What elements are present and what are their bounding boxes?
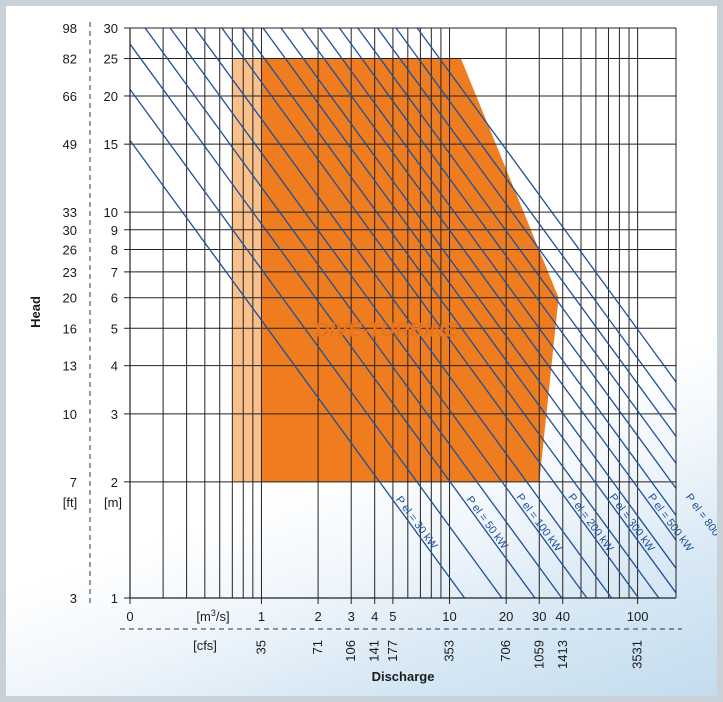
power-line <box>395 27 677 412</box>
x-tick-label-m3s: 3 <box>348 609 355 624</box>
x-tick-label-cfs: 141 <box>367 640 382 662</box>
power-line <box>301 27 677 541</box>
grid <box>130 28 676 598</box>
x-tick-label-m3s: 0 <box>126 609 133 624</box>
power-line <box>129 43 536 599</box>
power-line <box>357 27 677 464</box>
y-tick-label-ft: 26 <box>63 243 77 258</box>
power-line <box>319 27 677 516</box>
y-tick-label-m: 2 <box>111 475 118 490</box>
y-unit-ft: [ft] <box>63 495 77 510</box>
y-unit-m: [m] <box>104 495 122 510</box>
area-light <box>232 58 262 482</box>
y-tick-label-ft: 49 <box>63 137 77 152</box>
y-tick-label-m: 3 <box>111 407 118 422</box>
y-tick-label-ft: 98 <box>63 21 77 36</box>
x-unit-m3s: [m3/s] <box>196 608 229 624</box>
power-line <box>241 27 660 599</box>
x-tick-label-m3s: 20 <box>499 609 513 624</box>
x-tick-label-cfs: 35 <box>254 640 269 654</box>
y-tick-label-ft: 30 <box>63 223 77 238</box>
y-tick-label-m: 7 <box>111 265 118 280</box>
x-tick-label-m3s: 40 <box>556 609 570 624</box>
x-tick-label-m3s: 1 <box>258 609 265 624</box>
y-tick-label-m: 20 <box>104 89 118 104</box>
y-tick-label-m: 15 <box>104 137 118 152</box>
y-tick-label-ft: 66 <box>63 89 77 104</box>
y-tick-label-ft: 10 <box>63 407 77 422</box>
x-tick-label-cfs: 177 <box>385 640 400 662</box>
y-tick-label-ft: 7 <box>70 475 77 490</box>
power-line <box>194 27 613 599</box>
power-line <box>169 27 588 599</box>
x-tick-label-cfs: 353 <box>442 640 457 662</box>
x-tick-label-m3s: 2 <box>314 609 321 624</box>
power-line <box>376 27 677 437</box>
y-tick-label-m: 6 <box>111 291 118 306</box>
axes: 1234567891015202530371013162023263033496… <box>63 21 682 669</box>
y-tick-label-m: 8 <box>111 243 118 258</box>
y-tick-label-m: 1 <box>111 591 118 606</box>
x-tick-label-cfs: 106 <box>343 640 358 662</box>
area-dark <box>261 58 559 482</box>
x-tick-label-cfs: 71 <box>310 640 325 654</box>
x-tick-label-m3s: 4 <box>371 609 378 624</box>
power-line <box>221 27 640 599</box>
turbine-label: DIVE-TURBINE <box>315 319 458 341</box>
y-tick-label-ft: 13 <box>63 359 77 374</box>
y-tick-label-ft: 23 <box>63 265 77 280</box>
power-line <box>144 27 563 599</box>
power-line-label: P el = 50 kW <box>463 494 510 552</box>
power-line <box>129 88 503 599</box>
x-tick-label-m3s: 100 <box>627 609 649 624</box>
y-tick-label-ft: 82 <box>63 52 77 67</box>
y-tick-label-m: 4 <box>111 359 118 374</box>
y-tick-label-m: 9 <box>111 223 118 238</box>
y-tick-label-ft: 33 <box>63 205 77 220</box>
x-unit-cfs: [cfs] <box>193 638 217 653</box>
x-tick-label-m3s: 5 <box>389 609 396 624</box>
y-tick-label-m: 30 <box>104 21 118 36</box>
x-tick-label-cfs: 3531 <box>630 640 645 669</box>
y-tick-label-m: 25 <box>104 52 118 67</box>
x-tick-label-cfs: 706 <box>498 640 513 662</box>
power-line <box>129 140 466 599</box>
power-line <box>262 27 677 594</box>
chart-svg: P el = 30 kW P el = 50 kW P el = 100 kW P e… <box>28 21 717 684</box>
x-axis-title: Discharge <box>372 669 435 684</box>
y-tick-label-m: 5 <box>111 321 118 336</box>
x-tick-label-m3s: 30 <box>532 609 546 624</box>
power-line <box>338 27 677 489</box>
x-tick-label-cfs: 1413 <box>555 640 570 669</box>
y-tick-label-ft: 20 <box>63 291 77 306</box>
y-tick-label-ft: 3 <box>70 591 77 606</box>
operating-areas <box>232 58 559 482</box>
power-line <box>416 27 677 383</box>
x-tick-label-m3s: 10 <box>442 609 456 624</box>
x-tick-label-cfs: 1059 <box>531 640 546 669</box>
power-line <box>280 27 677 569</box>
y-axis-title: Head <box>28 296 43 328</box>
y-tick-label-ft: 16 <box>63 321 77 336</box>
y-tick-label-m: 10 <box>104 205 118 220</box>
